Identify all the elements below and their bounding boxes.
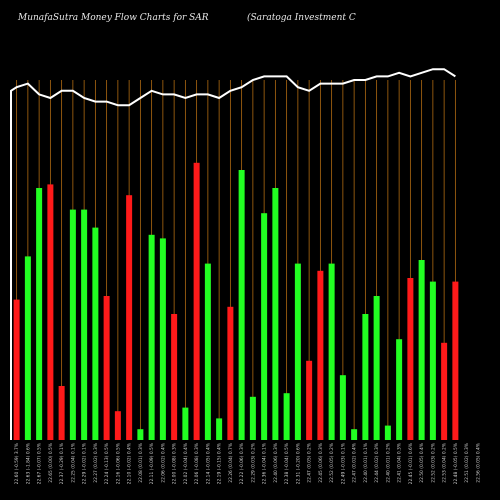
- money-flow-bar-up: [328, 263, 335, 440]
- money-flow-bar-down: [452, 281, 459, 440]
- money-flow-bar-up: [92, 227, 99, 440]
- price-line: [10, 68, 456, 440]
- x-tick-label: 22.29 (0.03) 0.2%: [250, 443, 256, 483]
- x-tick-label: 22.50 (0.05) 0.4%: [419, 443, 425, 483]
- money-flow-bar-up: [81, 209, 88, 440]
- x-tick-label: 22.52 (0.05) 0.2%: [329, 443, 335, 483]
- money-flow-bar-up: [294, 263, 301, 440]
- money-flow-bar-up: [24, 256, 31, 440]
- x-tick-label: 22.48 (-0.05) 0.5%: [453, 443, 459, 484]
- x-tick-label: 22.45 (0.06) 0.3%: [318, 443, 324, 483]
- money-flow-bar-up: [249, 396, 256, 440]
- x-tick-label: 22.22 (-0.06) 0.3%: [239, 443, 245, 484]
- money-flow-bar-down: [47, 184, 54, 440]
- money-flow-bar-up: [137, 429, 144, 440]
- money-flow-bar-up: [418, 260, 425, 440]
- x-tick-label: 22.47 (0.05) 0.2%: [307, 443, 313, 483]
- money-flow-bar-down: [407, 278, 414, 440]
- x-tick-label: 22.19 (-0.15) 0.4%: [217, 443, 223, 484]
- money-flow-bar-down: [126, 195, 133, 440]
- x-tick-label: 22.24 (-0.13) 0.5%: [104, 443, 110, 484]
- money-flow-bar-up: [69, 209, 76, 440]
- x-tick-label: 22.40 (0.06) 0.3%: [273, 443, 279, 483]
- money-flow-bar-up: [283, 393, 290, 440]
- x-tick-label: 22.06 (-0.08) 0.3%: [194, 443, 200, 484]
- x-tick-label: 22.40 (0.01) 0.2%: [385, 443, 391, 483]
- x-tick-label: 22.14 (-0.05) 0.4%: [205, 443, 211, 484]
- money-flow-bar-down: [317, 270, 324, 440]
- money-flow-bar-up: [396, 339, 403, 440]
- money-flow-bars: [13, 162, 459, 441]
- money-flow-bar-down: [171, 314, 178, 440]
- x-tick-label: 22.67 (-0.07) 0.5%: [37, 443, 43, 484]
- chart-title: MunafaSutra Money Flow Charts for SAR: [18, 13, 209, 23]
- x-tick-label: 22.53 (0.04) 0.2%: [442, 443, 448, 483]
- x-tick-label: 22.11 (-0.09) 0.5%: [149, 443, 155, 484]
- x-tick-label: 22.31 (-0.20) 0.6%: [295, 443, 301, 484]
- money-flow-bar-up: [238, 170, 245, 440]
- money-flow-bar-down: [193, 162, 200, 441]
- x-tick-label: 22.44 (0.02) 0.3%: [374, 443, 380, 483]
- x-tick-label: 22.60 (-0.59) 3.7%: [14, 443, 20, 484]
- money-flow-bar-down: [114, 411, 121, 440]
- money-flow-bar-down: [103, 296, 110, 440]
- money-flow-bar-up: [148, 234, 155, 440]
- x-tick-labels: 22.60 (-0.59) 3.7% 22.63 (-1.84) 0.6% 22.6…: [14, 443, 481, 484]
- x-tick-label: 22.52 (0.03) 0.2%: [430, 443, 436, 483]
- x-tick-label: 22.10 (-0.02) 0.4%: [127, 443, 133, 484]
- money-flow-bar-up: [362, 314, 369, 440]
- money-flow-bar-up: [373, 296, 380, 440]
- money-flow-bar-down: [227, 306, 234, 440]
- chart-company-name: (Saratoga Investment C: [247, 13, 356, 23]
- x-tick-label: 22.26 (0.04) 0.7%: [228, 443, 234, 483]
- x-tick-label: 22.65 (0.00) 0.5%: [48, 443, 54, 483]
- money-flow-bar-down: [441, 342, 448, 440]
- x-tick-label: 22.56 (0.05) 0.4%: [475, 443, 481, 483]
- x-tick-label: 22.41 (0.04) 0.3%: [397, 443, 403, 483]
- x-tick-label: 22.00 (-0.08) 0.3%: [172, 443, 178, 484]
- x-tick-label: 22.02 (-0.04) 0.4%: [183, 443, 189, 484]
- money-flow-bar-up: [204, 263, 211, 440]
- x-tick-label: 22.63 (-1.84) 0.6%: [25, 443, 31, 484]
- money-flow-bar-up: [36, 188, 43, 440]
- x-tick-label: 22.49 (-0.03) 0.1%: [340, 443, 346, 484]
- money-flow-bar-down: [306, 360, 313, 440]
- x-tick-label: 22.06 (0.02) 0.4%: [160, 443, 166, 483]
- money-flow-bar-up: [182, 407, 189, 440]
- money-flow-bar-up: [261, 213, 268, 440]
- x-tick-label: 22.40 (0.01) 0.1%: [363, 443, 369, 483]
- money-flow-bar-up: [339, 375, 346, 440]
- x-tick-label: 22.51 (0.02) 0.3%: [464, 443, 470, 483]
- money-flow-bar-up: [216, 418, 223, 440]
- money-flow-bar-up: [159, 238, 166, 440]
- x-tick-label: 22.45 (-0.01) 0.6%: [408, 443, 414, 484]
- x-tick-label: 22.36 (-0.04) 0.1%: [262, 443, 268, 484]
- x-tick-label: 22.27 (0.02) 0.3%: [93, 443, 99, 483]
- x-tick-label: 22.37 (-0.29) 0.1%: [59, 443, 65, 484]
- money-flow-bar-up: [384, 425, 391, 440]
- money-flow-bar-down: [58, 386, 65, 440]
- money-flow-bar-up: [429, 281, 436, 440]
- x-tick-label: 22.25 (0.04) 0.1%: [70, 443, 76, 483]
- x-tick-label: 22.29 (-0.02) 0.1%: [82, 443, 88, 484]
- x-tick-label: 22.38 (-0.04) 0.5%: [284, 443, 290, 484]
- money-flow-bar-up: [351, 429, 358, 440]
- money-flow-bar-down: [13, 299, 20, 440]
- x-tick-label: 22.47 (0.02) 0.4%: [352, 443, 358, 483]
- x-tick-label: 22.08 (0.01) 0.3%: [138, 443, 144, 483]
- x-tick-label: 22.16 (-0.06) 0.5%: [115, 443, 121, 484]
- money-flow-bar-up: [272, 188, 279, 440]
